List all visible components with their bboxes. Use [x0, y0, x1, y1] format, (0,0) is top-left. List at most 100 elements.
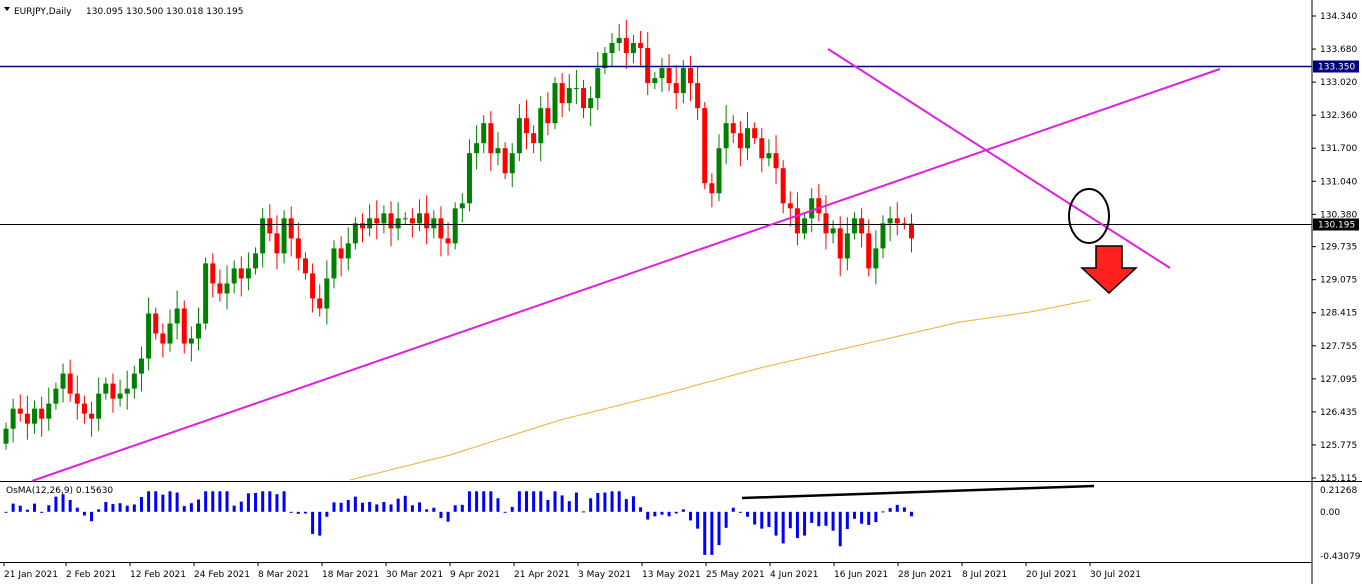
osma-bar — [368, 501, 372, 512]
osma-bar — [254, 492, 258, 512]
osma-bar — [125, 505, 129, 512]
bull-candle — [723, 123, 729, 149]
osma-bar — [767, 511, 771, 527]
bull-candle — [10, 408, 16, 429]
osma-bar — [496, 498, 500, 512]
bear-candle — [666, 68, 672, 84]
bull-candle — [324, 278, 330, 309]
moving-average-layer — [349, 299, 1091, 481]
bear-candle — [859, 218, 865, 234]
osma-bar — [510, 506, 514, 512]
price-tick-label: 129.735 — [1320, 243, 1357, 253]
bull-candle — [60, 373, 66, 389]
date-label: 16 Jun 2021 — [834, 570, 888, 580]
bull-candle — [659, 68, 665, 79]
osma-bar — [168, 491, 172, 512]
bear-candle — [488, 123, 494, 154]
osma-bar — [631, 496, 635, 512]
bear-candle — [295, 238, 301, 259]
date-label: 30 Jul 2021 — [1090, 570, 1141, 580]
osma-bar — [282, 491, 286, 512]
bear-candle — [773, 153, 779, 169]
osma-bar — [567, 501, 571, 512]
bull-candle — [452, 208, 458, 244]
osma-bar — [803, 511, 807, 536]
bear-candle — [866, 233, 872, 269]
bear-candle — [445, 238, 451, 244]
bull-candle — [652, 78, 658, 84]
bear-candle — [274, 233, 280, 254]
osma-bar — [610, 491, 614, 512]
highlight-circle — [1068, 188, 1110, 244]
bear-candle — [338, 248, 344, 259]
osma-bar — [845, 511, 849, 530]
osma-bar — [503, 511, 507, 513]
osma-bar — [888, 508, 892, 512]
bear-candle — [794, 208, 800, 234]
chart-menu-icon[interactable] — [4, 7, 10, 11]
ascending-trendline — [31, 68, 1221, 482]
osma-histogram: 0.21268 0.00 -0.43079 — [4, 486, 1361, 562]
osma-bar — [795, 511, 799, 539]
osma-bar — [639, 507, 643, 512]
down-arrow-icon — [1080, 245, 1138, 295]
current-price-tag — [1313, 218, 1359, 231]
bull-candle — [716, 148, 722, 194]
osma-bar — [724, 511, 728, 528]
osma-bar — [139, 497, 143, 512]
bear-candle — [702, 108, 708, 184]
bull-candle — [887, 218, 893, 224]
date-label: 24 Feb 2021 — [194, 570, 250, 580]
bull-candle — [124, 388, 130, 394]
osma-bar — [303, 511, 307, 514]
bull-candle — [167, 323, 173, 344]
bull-candle — [117, 393, 123, 399]
bull-candle — [53, 388, 59, 404]
osma-bar — [33, 503, 37, 512]
osma-bar — [781, 511, 785, 544]
osma-bar — [346, 499, 350, 512]
osma-bar — [539, 491, 543, 512]
osma-bar — [261, 491, 265, 512]
osma-bar — [517, 491, 521, 512]
osma-bar — [453, 505, 457, 512]
bull-candle — [146, 313, 152, 359]
bear-candle — [780, 168, 786, 204]
bear-candle — [153, 313, 159, 334]
date-label: 3 May 2021 — [578, 570, 631, 580]
osma-bar — [467, 491, 471, 512]
bear-candle — [67, 373, 73, 394]
osma-bar — [696, 511, 700, 529]
osma-bar — [895, 504, 899, 512]
bull-candle — [851, 218, 857, 234]
osma-bar — [482, 491, 486, 512]
bull-candle — [538, 108, 544, 144]
bull-candle — [566, 88, 572, 104]
price-tick-label: 132.360 — [1320, 111, 1357, 121]
osma-bar — [603, 492, 607, 512]
bull-candle — [680, 68, 686, 94]
bull-candle — [96, 393, 102, 419]
bear-candle — [310, 273, 316, 299]
bear-candle — [360, 223, 365, 229]
bull-candle — [103, 383, 109, 394]
osma-bar — [624, 499, 628, 512]
osma-bar — [439, 511, 443, 518]
osma-bar — [68, 499, 72, 512]
bull-candle — [281, 218, 287, 254]
bull-candle — [844, 233, 850, 259]
date-label: 13 May 2021 — [642, 570, 701, 580]
bull-candle — [809, 198, 815, 219]
date-label: 28 Jun 2021 — [898, 570, 952, 580]
bull-candle — [3, 428, 9, 444]
bear-candle — [210, 263, 216, 284]
osma-bar — [218, 491, 222, 512]
price-tick-label: 131.700 — [1320, 144, 1357, 154]
horizontal-levels: 133.350 130.195 — [0, 60, 1359, 231]
osma-bar — [418, 502, 422, 512]
osma-bar — [296, 511, 300, 514]
osma-bar — [375, 504, 379, 512]
osma-bar — [232, 505, 236, 512]
price-axis: 134.340 133.680 133.020 132.360 131.700 131.0… — [1312, 12, 1357, 484]
bull-candle — [174, 308, 180, 324]
